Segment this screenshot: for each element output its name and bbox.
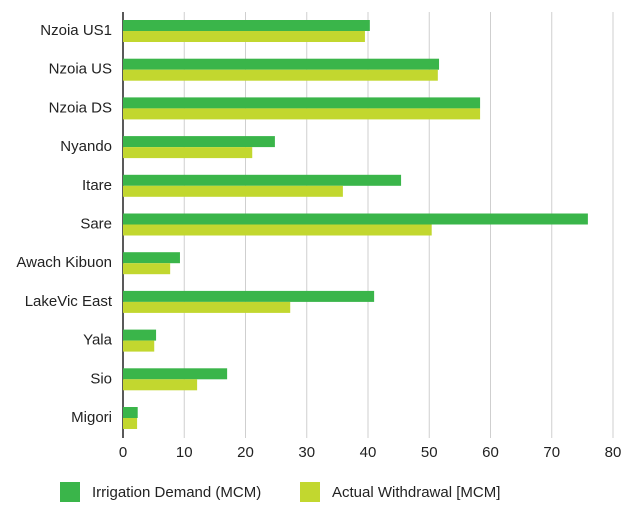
bar [123, 97, 481, 109]
legend-swatch [60, 482, 80, 502]
x-tick-label: 0 [119, 444, 127, 461]
x-tick-label: 60 [482, 444, 499, 461]
bar [123, 407, 138, 418]
legend-swatch [300, 482, 320, 502]
y-tick-label: Nyando [60, 138, 112, 155]
y-tick-label: Migori [71, 409, 112, 426]
bar [123, 368, 228, 380]
bar [123, 31, 365, 42]
y-tick-label: Nzoia US1 [40, 22, 112, 39]
bar [123, 136, 275, 148]
y-tick-label: Itare [82, 177, 112, 194]
bar [123, 174, 402, 186]
x-tick-label: 10 [176, 444, 193, 461]
bar [123, 252, 180, 264]
bar [123, 69, 438, 81]
x-tick-label: 50 [421, 444, 438, 461]
bar [123, 147, 253, 159]
x-tick-label: 70 [543, 444, 560, 461]
bar [123, 108, 481, 120]
bar [123, 185, 343, 197]
x-tick-label: 20 [237, 444, 254, 461]
bar [123, 20, 370, 31]
x-tick-label: 40 [360, 444, 377, 461]
bar [123, 301, 291, 313]
y-tick-label: Nzoia DS [49, 99, 112, 116]
bar [123, 58, 440, 70]
y-tick-label: Sio [90, 370, 112, 387]
bar [123, 263, 171, 275]
bar [123, 213, 588, 225]
x-tick-label: 30 [298, 444, 315, 461]
bar [123, 418, 138, 429]
y-tick-label: Yala [83, 332, 113, 349]
y-tick-label: LakeVic East [25, 293, 113, 310]
bar [123, 379, 198, 391]
x-tick-label: 80 [605, 444, 622, 461]
bar [123, 224, 432, 236]
legend-label: Actual Withdrawal [MCM] [332, 484, 500, 501]
bar [123, 290, 375, 302]
bar [123, 329, 157, 341]
legend-label: Irrigation Demand (MCM) [92, 484, 261, 501]
y-tick-label: Sare [80, 215, 112, 232]
y-tick-label: Awach Kibuon [16, 254, 112, 271]
bar [123, 340, 155, 352]
y-tick-label: Nzoia US [49, 61, 112, 78]
